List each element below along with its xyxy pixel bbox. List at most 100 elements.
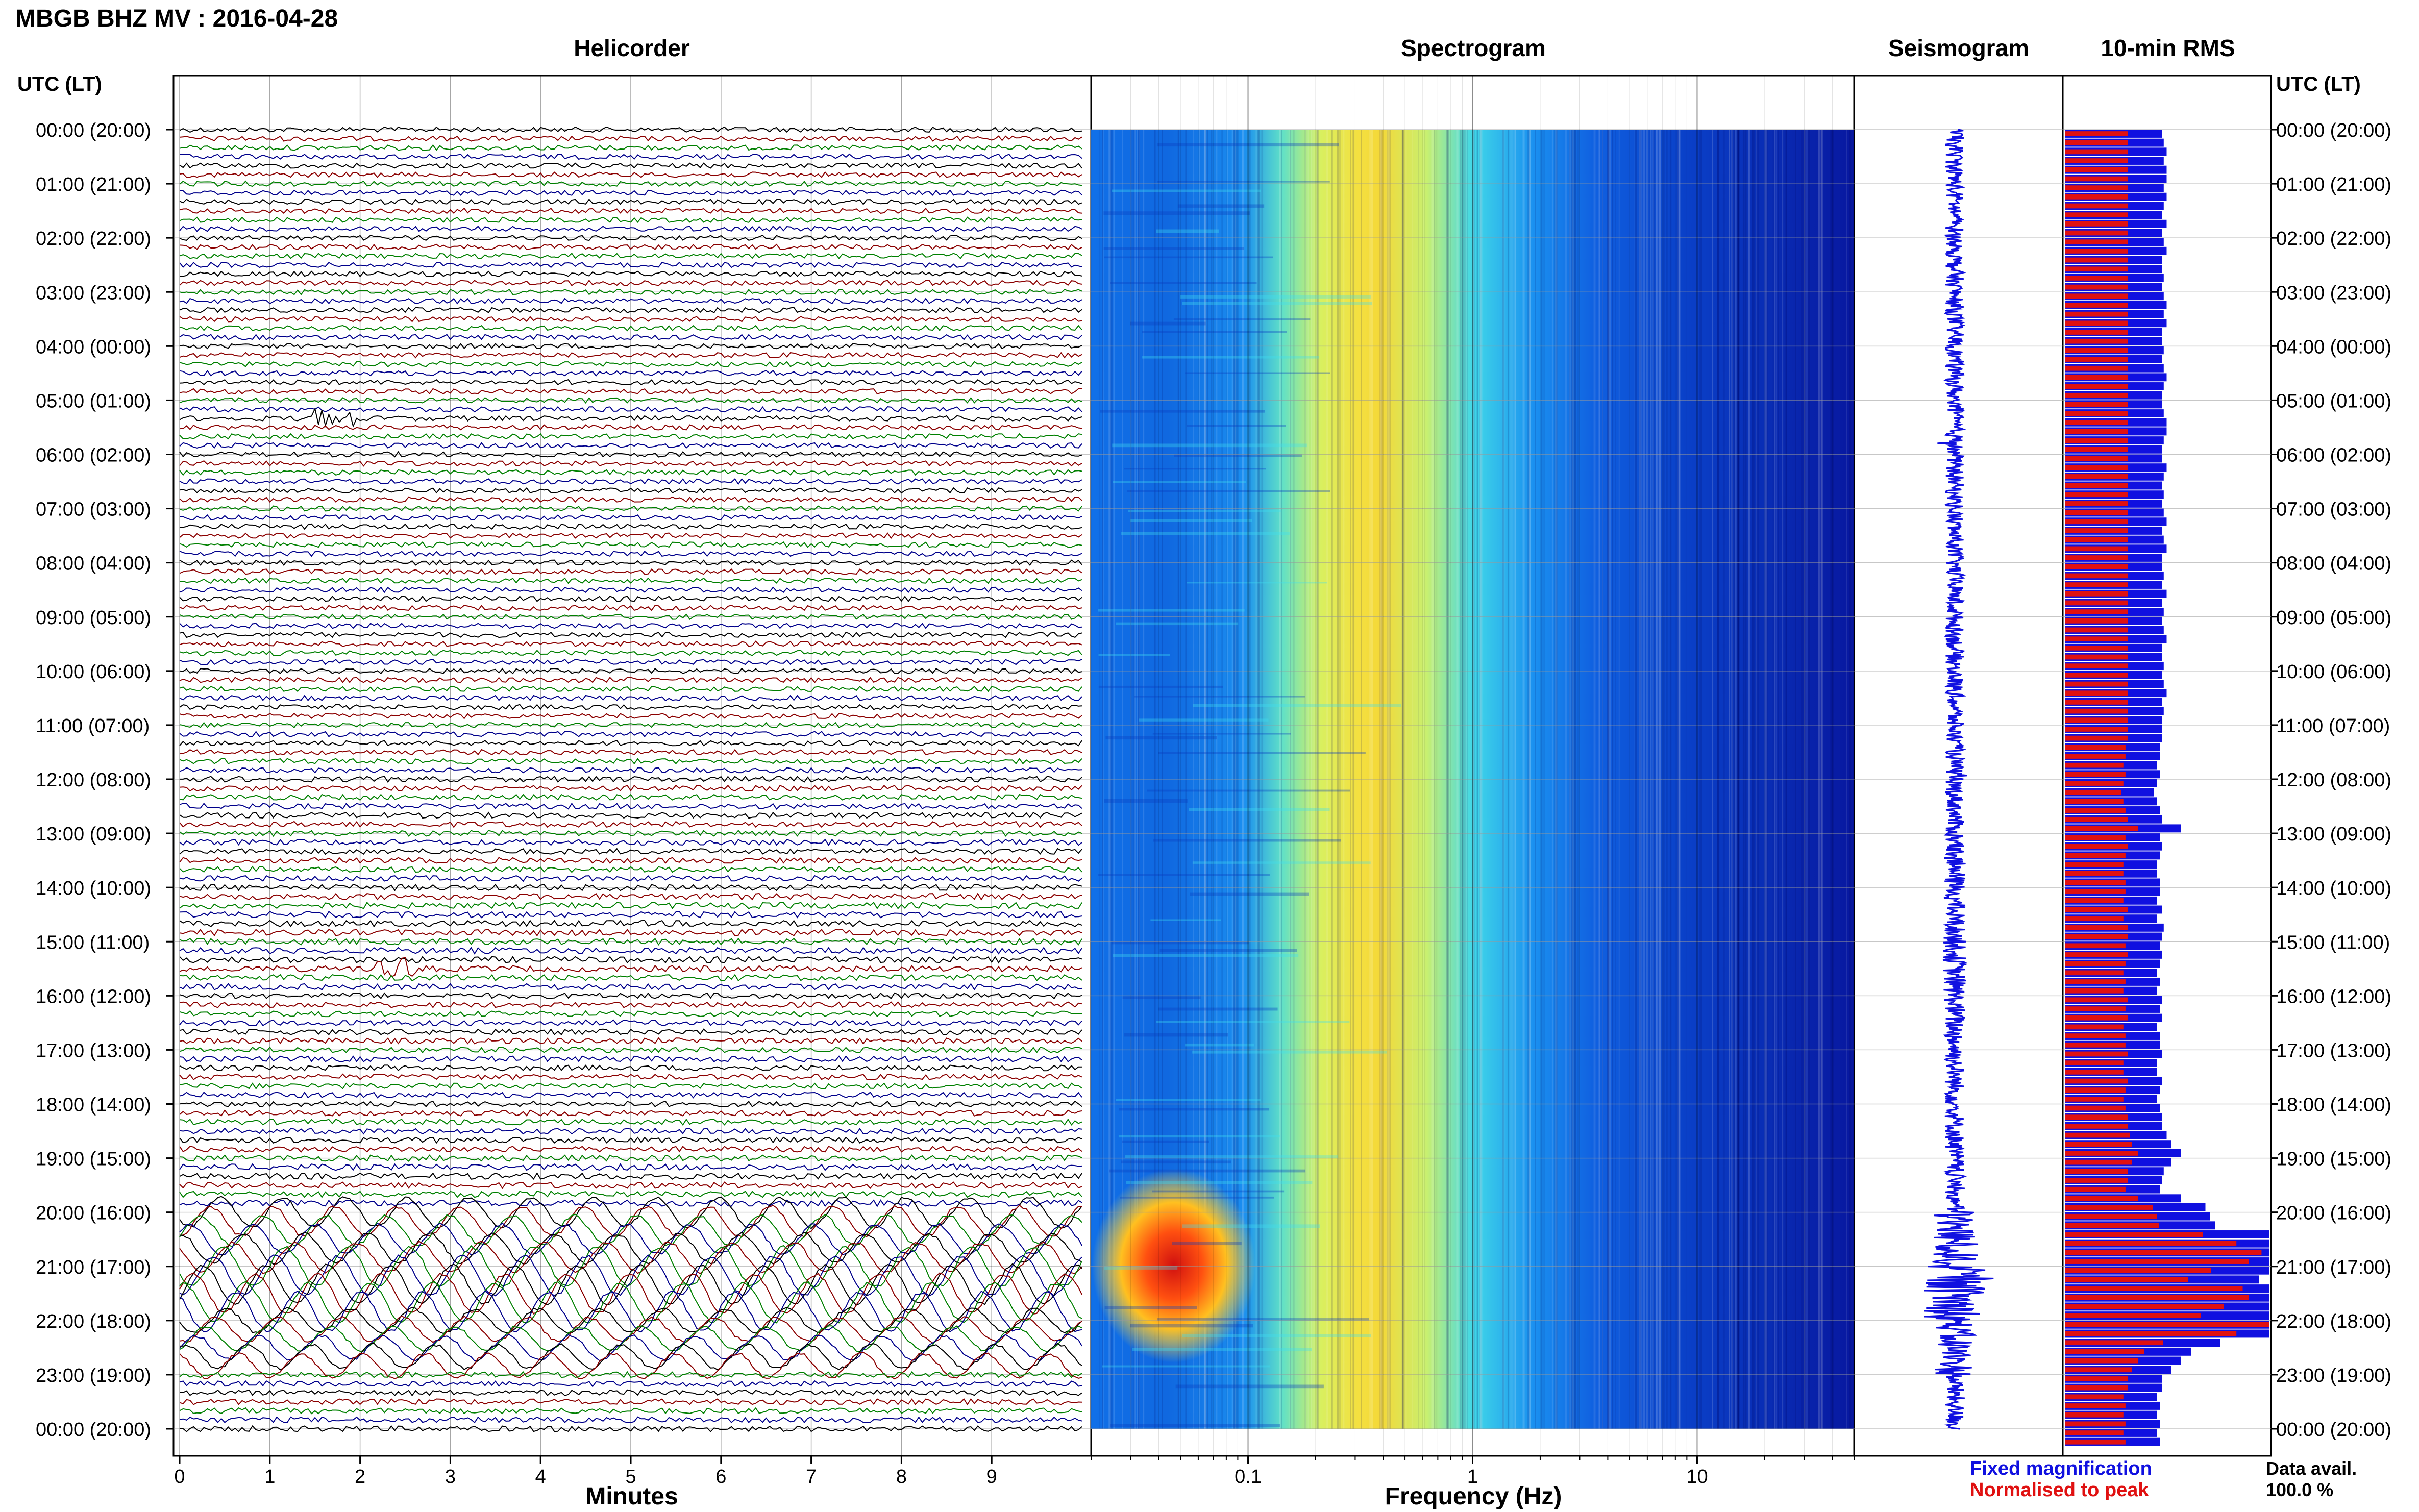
time-label: 22:00 (18:00) [2276,1311,2391,1332]
seismogram-trace [1924,129,1994,1430]
rms-bar-normalised [2065,149,2128,155]
time-label: 05:00 (01:00) [2276,390,2391,412]
helicorder-trace [179,821,1082,828]
rms-bar-normalised [2065,1313,2201,1319]
rms-bar-normalised [2065,338,2128,344]
rms-bar-normalised [2065,898,2124,903]
time-label: 03:00 (23:00) [2276,282,2391,304]
rms-bar-normalised [2065,221,2128,227]
rms-bar-normalised [2065,1394,2124,1400]
helicorder-trace [179,1213,1082,1247]
rms-bar-normalised [2065,212,2128,218]
rms-bar-normalised [2065,735,2128,741]
rms-bar-normalised [2065,772,2126,777]
helicorder-traces [179,126,1082,1432]
helicorder-trace [179,235,1082,241]
helicorder-trace [179,225,1082,232]
rms-bar-normalised [2065,988,2124,994]
helicorder-trace [179,207,1082,214]
rms-bar-normalised [2065,1159,2132,1165]
time-label: 20:00 (16:00) [2276,1203,2391,1224]
helicorder-trace [179,216,1082,224]
helicorder-trace [179,1231,1082,1266]
rms-bar-normalised [2065,925,2128,930]
helicorder-trace [179,695,1082,702]
rms-bar-normalised [2065,1295,2249,1300]
helicorder-trace [179,667,1082,675]
spectrogram-row-band [1139,718,1269,722]
spectrogram-row-band [1173,318,1311,320]
helicorder-trace [179,838,1082,847]
helicorder-trace [179,749,1082,756]
time-label: 14:00 (10:00) [36,878,151,899]
spectrogram-row-band [1122,1140,1210,1143]
spectrogram-row-band [1128,510,1281,512]
helicorder-trace [179,298,1082,305]
spectrogram-x-ticks: 0.1 1 10 [1091,1456,1855,1488]
rms-bar-normalised [2065,1178,2128,1183]
rms-bar-normalised [2065,1105,2126,1111]
time-label: 19:00 (15:00) [2276,1149,2391,1170]
helicorder-trace [179,1055,1082,1062]
rms-bar-normalised [2065,934,2128,939]
helicorder-trace [179,1407,1082,1415]
spectrogram-row-band [1156,143,1339,147]
rms-bar-normalised [2065,1385,2128,1391]
rms-bar-normalised [2065,519,2128,525]
rms-bar-normalised [2065,419,2128,425]
rms-bar-normalised [2065,1087,2126,1093]
helicorder-trace [179,1290,1082,1333]
spectrogram-row-band [1104,256,1273,259]
time-labels-left: 00:00 (20:00) 01:00 (21:00) 02:00 (22:00) 0… [36,120,174,1441]
time-label: 23:00 (19:00) [36,1365,151,1386]
spectrogram-row-band [1187,582,1327,584]
helicorder-trace [179,270,1082,278]
helicorder-trace [179,1254,1082,1297]
spectrogram-row-band [1098,685,1223,688]
rms-bar-normalised [2065,808,2126,813]
rms-bar-normalised [2065,1078,2128,1084]
helicorder-trace [179,731,1082,737]
low-frequency-event [1092,1169,1255,1362]
time-label: 18:00 (14:00) [2276,1095,2391,1116]
helicorder-trace [179,830,1082,837]
spectrogram-row-band [1104,1306,1197,1309]
rms-bar-normalised [2065,663,2128,669]
spectrogram-row-band [1122,996,1201,999]
helicorder-trace [179,568,1082,575]
rms-bar-normalised [2065,1042,2126,1048]
helicorder-trace [179,586,1082,593]
rms-bar-normalised [2065,330,2128,335]
helicorder-trace [179,1064,1082,1072]
rms-bar-normalised [2065,970,2124,976]
rms-bar-normalised [2065,573,2128,579]
spectrogram-row-band [1192,704,1401,707]
time-label: 12:00 (08:00) [36,770,151,791]
time-labels-right: 00:00 (20:00) 01:00 (21:00) 02:00 (22:00) 0… [2271,120,2391,1441]
helicorder-trace [179,406,1082,413]
rms-bar-normalised [2065,961,2126,966]
time-label: 06:00 (02:00) [2276,445,2391,466]
spectrogram-row-band [1182,302,1372,305]
spectrogram-row-band [1177,204,1265,208]
helicorder-trace [179,722,1082,729]
helicorder-trace [179,1371,1082,1378]
rms-bar-normalised [2065,357,2128,362]
helicorder-trace [179,505,1082,512]
helicorder-trace [179,857,1082,864]
rms-bar-normalised [2065,1151,2138,1156]
helicorder-trace [179,740,1082,747]
minute-tick-label: 7 [806,1466,817,1488]
time-label: 00:00 (20:00) [2276,120,2391,141]
rms-bar-normalised [2065,131,2128,136]
rms-bar-normalised [2065,762,2124,768]
rms-bar-normalised [2065,375,2128,380]
helicorder-trace [179,1146,1082,1153]
helicorder-trace [179,974,1082,982]
rms-bar-normalised [2065,1439,2126,1445]
helicorder-trace [179,901,1082,910]
rms-bar-normalised [2065,429,2128,434]
rms-bar-normalised [2065,609,2128,614]
rms-bar-normalised [2065,600,2128,606]
helicorder-trace [179,1416,1082,1424]
